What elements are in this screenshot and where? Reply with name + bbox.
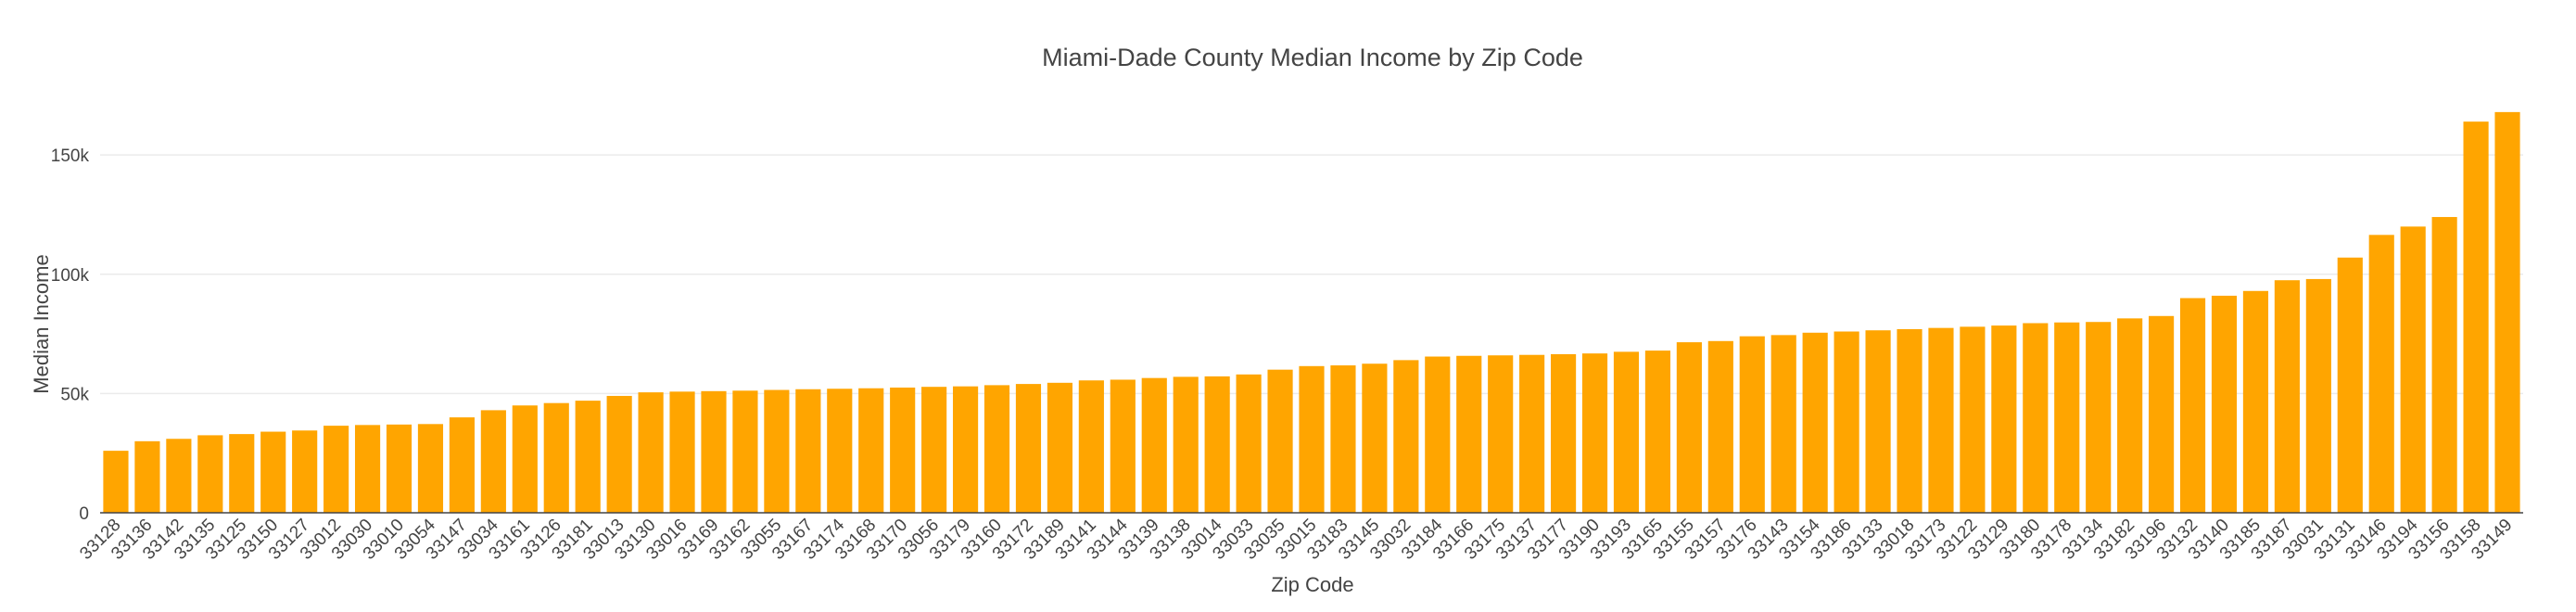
bar-33054[interactable]	[417, 424, 444, 513]
bar-33184[interactable]	[1425, 356, 1451, 513]
bar-33160[interactable]	[983, 385, 1010, 513]
bar-33178[interactable]	[2054, 322, 2080, 513]
bar-33035[interactable]	[1267, 369, 1293, 513]
bar-33172[interactable]	[1015, 384, 1042, 513]
bar-33170[interactable]	[890, 387, 916, 513]
bar-33150[interactable]	[260, 431, 286, 513]
bar-33016[interactable]	[669, 391, 695, 513]
bar-33167[interactable]	[795, 389, 821, 513]
chart-title: Miami-Dade County Median Income by Zip C…	[1042, 44, 1583, 71]
bar-33013[interactable]	[606, 395, 632, 513]
bar-33196[interactable]	[2149, 315, 2175, 513]
bar-33177[interactable]	[1551, 353, 1577, 513]
bar-33165[interactable]	[1644, 351, 1671, 513]
bar-33154[interactable]	[1802, 332, 1828, 513]
bar-33175[interactable]	[1488, 355, 1514, 513]
bar-33131[interactable]	[2337, 257, 2363, 513]
y-tick-label: 50k	[60, 385, 89, 404]
bar-33030[interactable]	[354, 425, 381, 513]
bar-33182[interactable]	[2117, 318, 2143, 513]
bar-33156[interactable]	[2431, 217, 2457, 514]
y-tick-label: 100k	[51, 266, 90, 286]
bar-33187[interactable]	[2274, 280, 2300, 513]
bar-33147[interactable]	[449, 417, 475, 513]
bar-33139[interactable]	[1141, 377, 1167, 513]
bar-33193[interactable]	[1613, 351, 1640, 513]
y-tick-label: 150k	[51, 147, 90, 166]
y-tick-label: 0	[79, 504, 89, 524]
bar-33143[interactable]	[1770, 335, 1796, 513]
bar-33179[interactable]	[952, 386, 979, 513]
bar-33174[interactable]	[827, 389, 853, 513]
bar-33136[interactable]	[134, 440, 160, 513]
bar-33189[interactable]	[1047, 382, 1072, 513]
bar-33137[interactable]	[1519, 354, 1545, 513]
bar-33141[interactable]	[1078, 380, 1104, 513]
bar-33161[interactable]	[512, 405, 538, 513]
bar-33158[interactable]	[2463, 121, 2489, 513]
bar-33126[interactable]	[543, 402, 569, 513]
bar-33015[interactable]	[1299, 365, 1325, 513]
bar-33138[interactable]	[1173, 376, 1199, 513]
bar-33135[interactable]	[197, 435, 223, 513]
bar-33129[interactable]	[1991, 325, 2017, 513]
bar-33168[interactable]	[858, 388, 884, 513]
bar-33169[interactable]	[701, 390, 727, 513]
bar-33180[interactable]	[2023, 323, 2049, 513]
bar-33157[interactable]	[1707, 340, 1733, 513]
bar-33010[interactable]	[386, 424, 412, 513]
bar-33194[interactable]	[2400, 226, 2426, 514]
bar-33034[interactable]	[480, 410, 506, 513]
bar-33173[interactable]	[1928, 327, 1954, 513]
y-axis-title: Median Income	[30, 254, 53, 393]
y-axis-ticks: 0 50k 100k 150k	[51, 147, 90, 524]
bar-33132[interactable]	[2179, 298, 2206, 514]
bar-33140[interactable]	[2211, 295, 2238, 513]
x-axis-ticks: 3312833136331423313533125331503312733012…	[76, 515, 2516, 564]
bar-33125[interactable]	[229, 434, 255, 513]
bar-33145[interactable]	[1362, 363, 1388, 513]
bar-33183[interactable]	[1330, 365, 1356, 513]
bar-series	[103, 111, 2520, 514]
bar-33055[interactable]	[764, 389, 790, 513]
bar-33031[interactable]	[2305, 278, 2331, 513]
bar-33128[interactable]	[103, 451, 129, 513]
bar-33122[interactable]	[1960, 326, 1986, 513]
bar-33133[interactable]	[1865, 330, 1891, 513]
bar-33149[interactable]	[2494, 111, 2520, 513]
bar-33142[interactable]	[166, 439, 192, 513]
bar-33166[interactable]	[1456, 355, 1482, 513]
bar-33181[interactable]	[575, 401, 601, 513]
bar-33155[interactable]	[1676, 342, 1702, 513]
x-axis-title: Zip Code	[1271, 573, 1353, 596]
bar-33056[interactable]	[921, 387, 947, 513]
bar-33032[interactable]	[1393, 360, 1419, 513]
bar-33186[interactable]	[1834, 331, 1859, 513]
bar-33176[interactable]	[1739, 336, 1765, 513]
bar-33162[interactable]	[732, 390, 758, 513]
bar-33130[interactable]	[638, 392, 664, 513]
bar-33185[interactable]	[2242, 290, 2269, 513]
bar-33190[interactable]	[1581, 353, 1608, 513]
bar-33018[interactable]	[1897, 328, 1922, 513]
bar-33012[interactable]	[324, 426, 349, 513]
bar-33146[interactable]	[2368, 235, 2394, 513]
bar-33033[interactable]	[1236, 374, 1262, 513]
bar-33014[interactable]	[1204, 376, 1230, 513]
bar-33134[interactable]	[2086, 322, 2112, 513]
bar-33127[interactable]	[292, 430, 318, 513]
bar-33144[interactable]	[1110, 379, 1136, 513]
